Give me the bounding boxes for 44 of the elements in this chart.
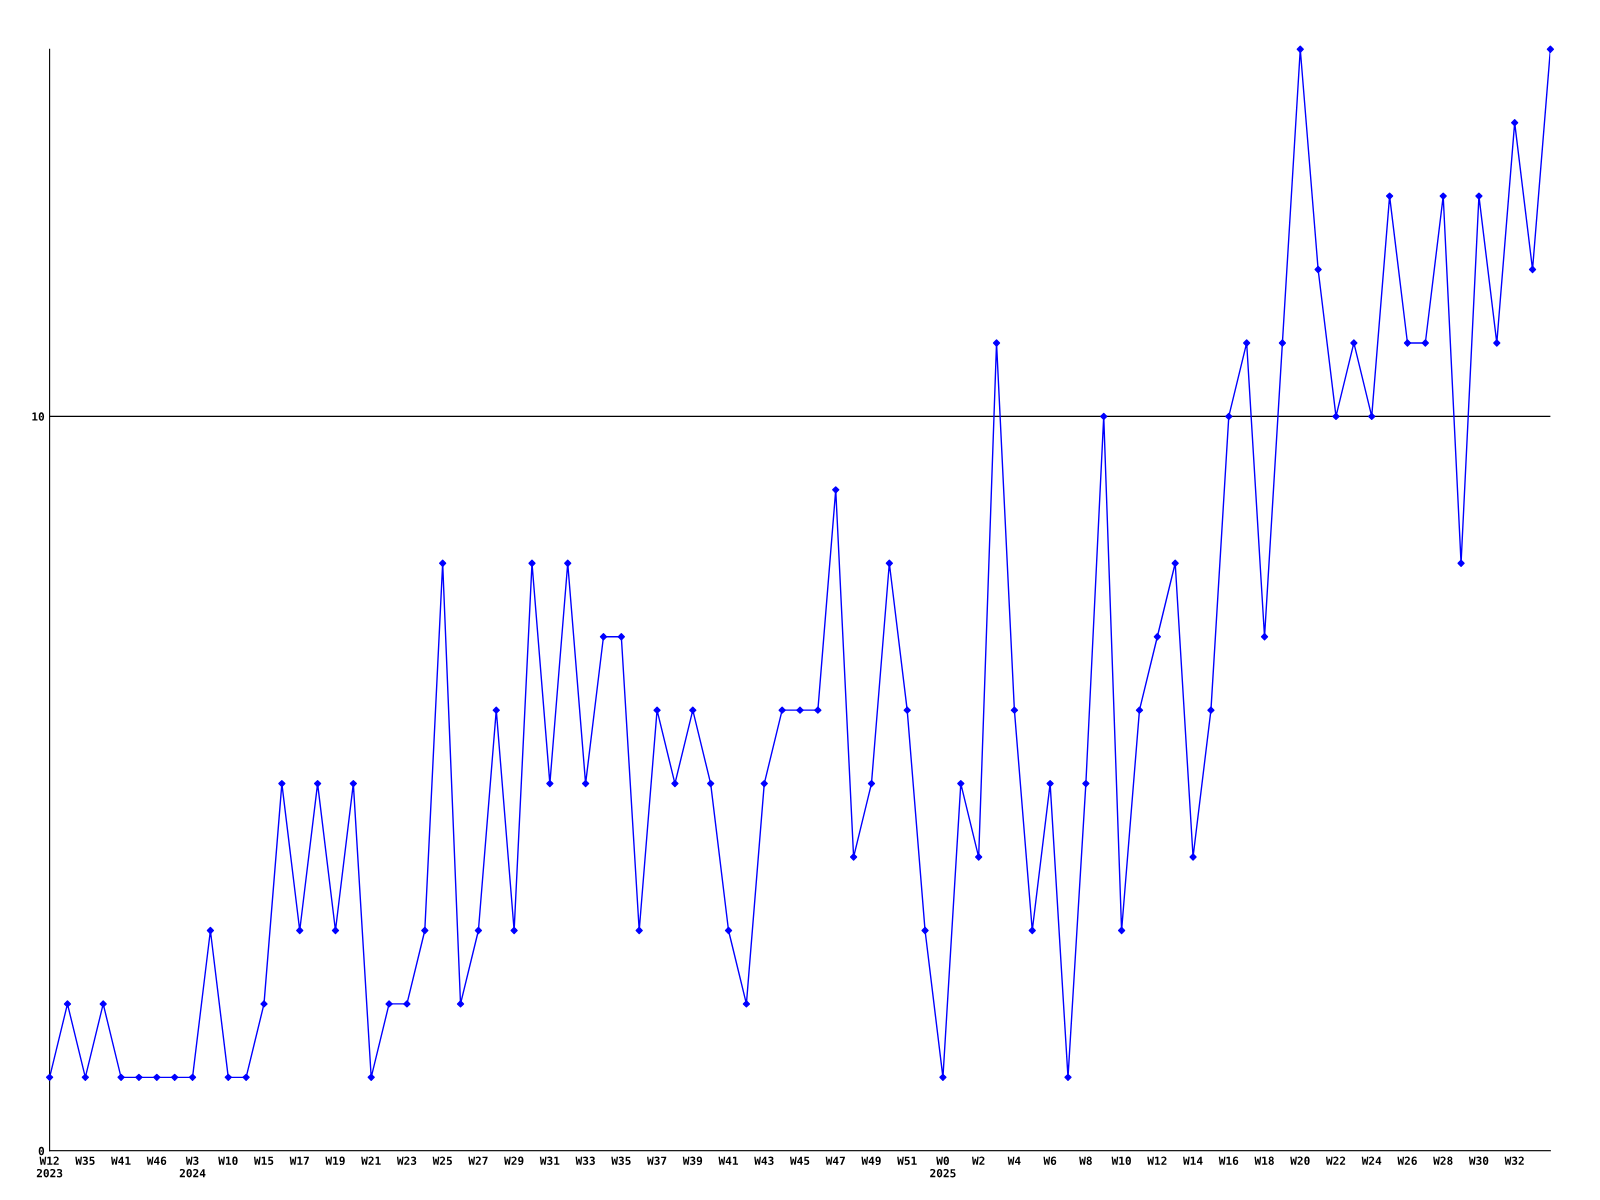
x-tick-label: W39 bbox=[682, 1156, 703, 1166]
x-tick-label: W24 bbox=[1361, 1156, 1382, 1165]
x-tick-label: W26 bbox=[1397, 1156, 1417, 1165]
x-tick-label: W3 2024 bbox=[179, 1156, 206, 1178]
x-tick-label: W37 bbox=[647, 1156, 667, 1165]
x-tick-label: W8 bbox=[1079, 1156, 1092, 1165]
x-tick-label: W16 bbox=[1218, 1156, 1239, 1165]
x-tick-label: W47 bbox=[825, 1156, 845, 1165]
x-tick-label: W33 bbox=[575, 1156, 595, 1165]
x-tick-label: W17 bbox=[289, 1156, 309, 1165]
x-tick-label: W22 bbox=[1325, 1156, 1346, 1165]
x-tick-label: W29 bbox=[504, 1156, 524, 1166]
x-tick-label: W46 bbox=[146, 1156, 167, 1165]
x-tick-label: W4 bbox=[1007, 1156, 1021, 1165]
x-tick-label: W12 2023 bbox=[36, 1156, 63, 1178]
x-tick-label: W25 bbox=[432, 1156, 452, 1165]
x-tick-label: W28 bbox=[1433, 1156, 1453, 1165]
x-tick-label: W49 bbox=[861, 1156, 881, 1166]
y-tick-label: 0 bbox=[38, 1146, 45, 1156]
x-tick-label: W35 bbox=[75, 1156, 95, 1165]
x-tick-label: W32 bbox=[1504, 1156, 1524, 1165]
x-tick-label: W45 bbox=[789, 1156, 810, 1165]
x-tick-label: W20 bbox=[1290, 1156, 1310, 1165]
x-tick-label: W21 bbox=[361, 1156, 381, 1165]
x-tick-label: W41 bbox=[111, 1156, 131, 1165]
x-tick-label: W6 bbox=[1043, 1156, 1057, 1165]
x-tick-label: W23 bbox=[396, 1156, 417, 1165]
x-tick-label: W12 bbox=[1147, 1156, 1167, 1165]
x-tick-label: W2 bbox=[971, 1156, 985, 1165]
x-tick-label: W10 bbox=[218, 1156, 238, 1165]
y-tick-label: 10 bbox=[32, 412, 45, 421]
x-tick-label: W51 bbox=[897, 1156, 917, 1165]
x-tick-label: W30 bbox=[1468, 1156, 1489, 1165]
x-tick-label: W18 bbox=[1254, 1156, 1274, 1165]
x-tick-label: W41 bbox=[718, 1156, 739, 1165]
x-tick-label: W15 bbox=[253, 1156, 274, 1165]
x-tick-label: W27 bbox=[468, 1156, 488, 1165]
x-tick-label: W35 bbox=[611, 1156, 631, 1165]
x-tick-label: W0 2025 bbox=[930, 1156, 956, 1178]
x-tick-label: W19 bbox=[325, 1156, 345, 1166]
x-tick-label: W31 bbox=[539, 1156, 560, 1165]
x-tick-label: W10 bbox=[1111, 1156, 1131, 1165]
x-tick-label: W14 bbox=[1183, 1156, 1203, 1165]
x-tick-label: W43 bbox=[754, 1156, 774, 1165]
